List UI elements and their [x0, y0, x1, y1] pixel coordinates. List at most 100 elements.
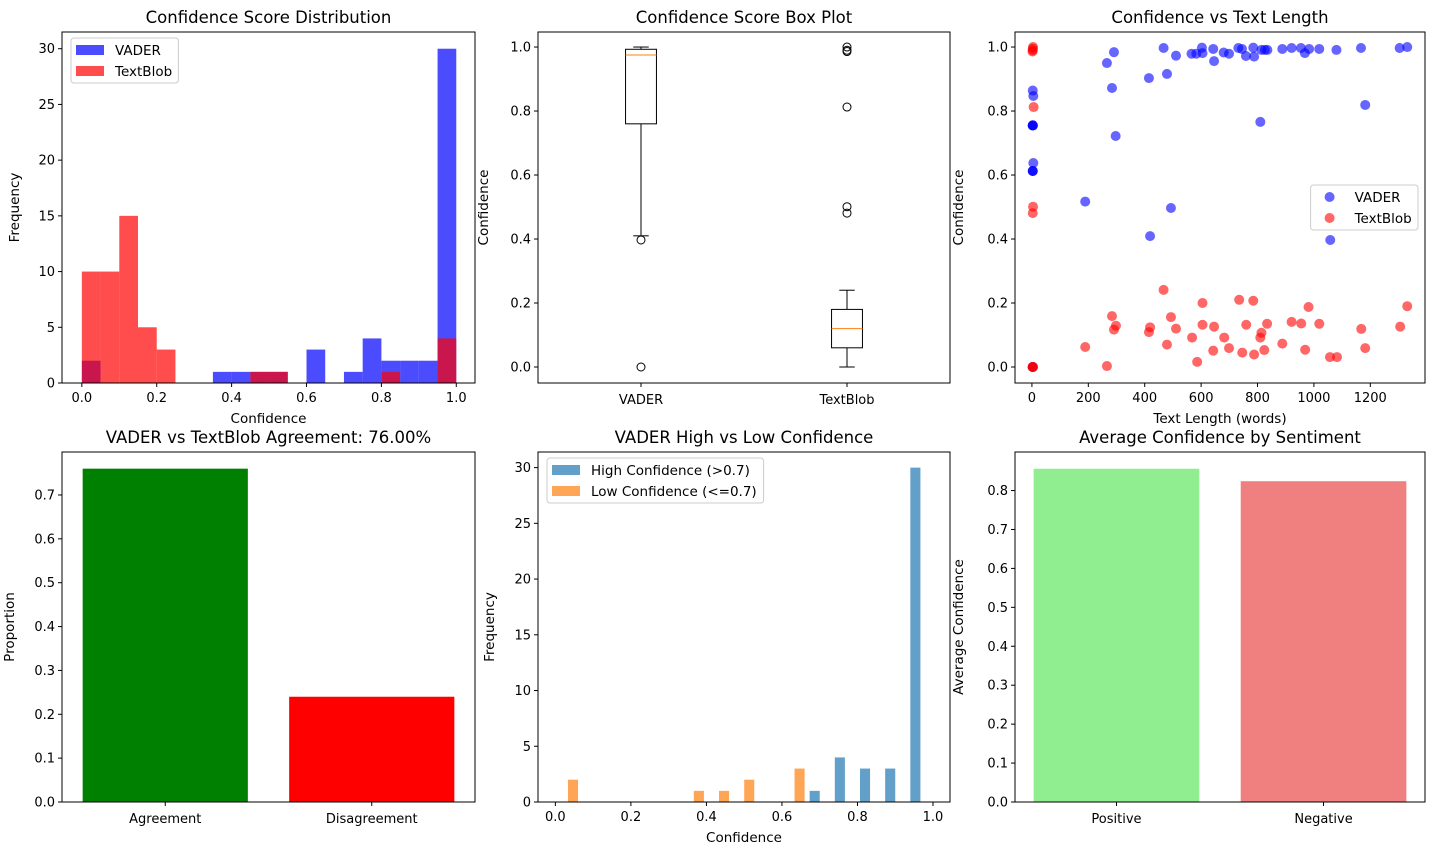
- point-textblob: [1324, 352, 1335, 363]
- axes-frame: [537, 31, 951, 384]
- point-textblob: [1165, 312, 1176, 323]
- point-textblob: [1300, 344, 1311, 355]
- legend: VADER TextBlob: [70, 37, 179, 84]
- subplot-4: Agreement Disagreement 0.0 0.1 0.2 0.3 0.4 0.5 0…: [2, 428, 476, 827]
- hist-bar-textblob: [119, 215, 139, 383]
- y-axis-label: Frequency: [7, 173, 23, 243]
- y-tick-label: 0.8: [510, 105, 531, 120]
- legend-swatch: [76, 45, 104, 55]
- hist-bar-low: [719, 790, 730, 802]
- point-textblob: [1197, 298, 1208, 309]
- outlier-point: [636, 362, 646, 372]
- y-tick-label: 0.3: [987, 679, 1008, 694]
- y-tick-label: 0.8: [987, 484, 1008, 499]
- y-tick-label: 1.0: [510, 41, 531, 56]
- bar-disagreement: [289, 696, 455, 802]
- plot-area: [1027, 42, 1413, 373]
- chart-title: Confidence Score Box Plot: [636, 8, 853, 27]
- point-textblob: [1237, 347, 1248, 358]
- x-tick-label: 0.0: [545, 810, 566, 825]
- bar-negative: [1240, 481, 1407, 802]
- point-vader: [1249, 51, 1260, 62]
- x-tick-label: 200: [1076, 391, 1101, 406]
- point-textblob: [1296, 318, 1307, 329]
- x-tick-label: 0.2: [621, 810, 642, 825]
- subplot-1: 0.0 0.2 0.4 0.6 0.8 1.0 0 5 10 15 20 25 30 Confidence…: [7, 8, 476, 427]
- y-tick-label: 30: [38, 42, 55, 57]
- point-textblob: [1028, 362, 1039, 373]
- y-axis-label: Frequency: [482, 592, 498, 662]
- hist-bar-textblob: [437, 338, 457, 383]
- hist-bar-high: [910, 467, 921, 802]
- x-category-label: Disagreement: [326, 812, 418, 827]
- hist-bar-textblob: [381, 371, 401, 383]
- x-tick-label: 0.4: [696, 810, 717, 825]
- y-tick-label: 5: [523, 740, 531, 755]
- hist-bar-textblob: [138, 327, 157, 383]
- legend-label: VADER: [1355, 190, 1401, 206]
- x-tick-label: 1.0: [923, 810, 944, 825]
- point-textblob: [1187, 332, 1198, 343]
- point-vader: [1145, 231, 1156, 242]
- point-vader: [1028, 90, 1039, 101]
- point-vader: [1208, 43, 1219, 54]
- point-textblob: [1248, 295, 1259, 306]
- point-textblob: [1171, 323, 1182, 334]
- x-axis-label: Confidence: [231, 411, 307, 427]
- box-textblob: [831, 42, 863, 368]
- outlier-point: [842, 208, 852, 218]
- y-tick-label: 20: [38, 154, 55, 169]
- y-tick-label: 0.7: [987, 523, 1008, 538]
- chart-title: VADER vs TextBlob Agreement: 76.00%: [106, 428, 431, 447]
- x-category-label: Agreement: [129, 812, 201, 827]
- legend-swatch: [552, 465, 580, 475]
- point-vader: [1107, 82, 1118, 93]
- legend-label: TextBlob: [1354, 211, 1412, 227]
- legend-label: Low Confidence (<=0.7): [591, 484, 757, 500]
- y-tick-label: 25: [38, 98, 55, 113]
- x-tick-label: 0.0: [72, 391, 93, 406]
- legend-marker: [1324, 213, 1335, 223]
- point-vader: [1108, 47, 1119, 58]
- y-tick-label: 0.5: [987, 601, 1008, 616]
- y-tick-label: 10: [38, 265, 55, 280]
- axes-frame: [1014, 31, 1426, 384]
- y-tick-label: 0.6: [34, 532, 55, 547]
- point-textblob: [1360, 343, 1371, 354]
- x-tick-label: 600: [1189, 391, 1214, 406]
- chart-title: Confidence vs Text Length: [1111, 8, 1328, 27]
- hist-bar-high: [834, 757, 845, 802]
- hist-bar-low: [567, 779, 579, 802]
- point-vader: [1080, 196, 1091, 207]
- hist-bar-vader: [306, 349, 326, 383]
- hist-bar-textblob: [250, 371, 270, 383]
- y-tick-label: 0.0: [987, 796, 1008, 811]
- legend-frame: [546, 457, 765, 504]
- plot-area: [81, 48, 457, 383]
- point-vader: [1304, 43, 1315, 54]
- point-vader: [1209, 56, 1220, 67]
- point-vader: [1255, 116, 1266, 127]
- x-tick-label: 0.8: [371, 391, 392, 406]
- outlier-point: [842, 42, 852, 52]
- x-tick-label: 0.6: [296, 391, 317, 406]
- hist-bar-vader: [418, 360, 438, 383]
- bar-agreement: [82, 468, 248, 802]
- hist-bar-textblob: [100, 271, 120, 383]
- y-tick-label: 0.4: [510, 233, 531, 248]
- legend-label: VADER: [115, 43, 161, 59]
- x-tick-label: 0.8: [847, 810, 868, 825]
- point-vader: [1197, 48, 1208, 59]
- x-axis-label: Text Length (words): [1152, 411, 1286, 427]
- outlier-point: [842, 202, 852, 212]
- bar-positive: [1033, 468, 1200, 802]
- point-vader: [1240, 50, 1251, 61]
- point-textblob: [1107, 311, 1118, 322]
- x-tick-label: 800: [1245, 391, 1270, 406]
- point-vader: [1165, 202, 1176, 213]
- hist-bar-high: [885, 768, 896, 802]
- y-axis-label: Confidence: [951, 170, 967, 246]
- point-vader: [1158, 42, 1169, 53]
- y-tick-label: 0.4: [34, 620, 55, 635]
